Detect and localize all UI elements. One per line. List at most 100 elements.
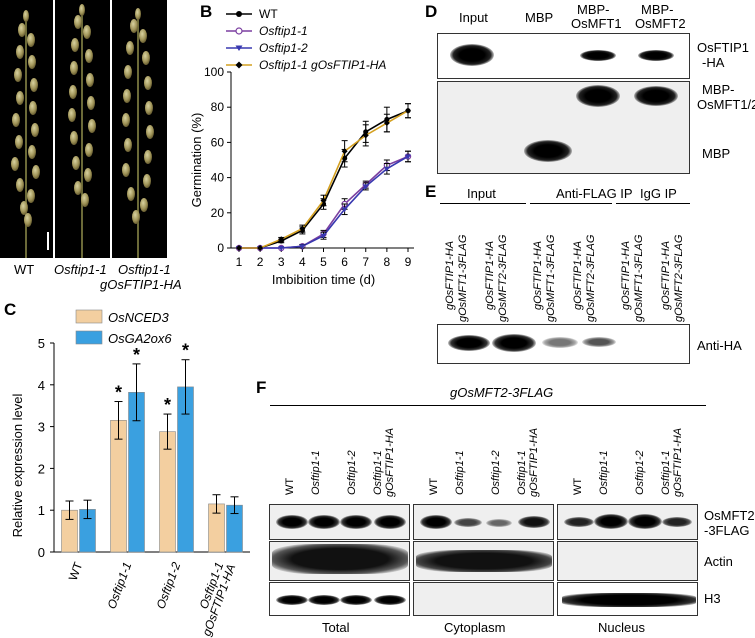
f-lane-cyto-2: Osftip1-1 [454, 450, 466, 495]
data-point [278, 246, 285, 251]
panel-a-label-wt: WT [14, 262, 35, 277]
legend-label: Osftip1-1 gOsFTIP1-HA [259, 58, 386, 72]
f-lane-total-2: Osftip1-1 [310, 450, 322, 495]
x-tick-label: 5 [320, 255, 327, 269]
germination-chart: 0 20 40 60 80 100 1 2 3 4 5 6 7 8 9 Imbibition time (d)… [189, 7, 414, 287]
f-lane-cyto-1: WT [428, 477, 440, 495]
f-lane-nuc-1: WT [572, 477, 584, 495]
d-band [634, 86, 678, 106]
f-row-osmft2-b: -3FLAG [704, 523, 750, 538]
data-point [320, 197, 327, 204]
e-band [542, 337, 578, 348]
f-band [416, 550, 552, 572]
y-tick-label: 60 [211, 135, 225, 149]
y-axis-label: Germination (%) [189, 113, 204, 208]
y-tick-label: 5 [38, 336, 45, 351]
f-band [276, 595, 308, 605]
panel-a-label-gosftip1-ha: gOsFTIP1-HA [100, 277, 182, 292]
data-point [383, 166, 390, 172]
f-blot-cyto-osmft2 [413, 504, 554, 540]
f-band [594, 514, 628, 529]
x-tick-label: 7 [362, 255, 369, 269]
y-tick-label: 4 [38, 378, 45, 393]
f-fraction-cytoplasm: Cytoplasm [444, 620, 506, 635]
f-band [340, 515, 372, 529]
f-lane-total-4a: Osftip1-1 [372, 450, 384, 495]
x-tick-label: 2 [257, 255, 264, 269]
panel-a-label-osftip1-1b: Osftip1-1 [118, 262, 171, 277]
d-col-input: Input [459, 10, 488, 25]
f-blot-cyto-actin [413, 541, 554, 581]
panel-label-c: C [4, 300, 17, 319]
d-band [524, 140, 572, 162]
x-tick-label: Osftip1-1 [105, 560, 135, 611]
panel-label-f: F [256, 378, 267, 397]
e-band [582, 337, 616, 347]
e-row-antiha: Anti-HA [697, 338, 742, 353]
f-title: gOsMFT2-3FLAG [450, 385, 554, 400]
panel-a-label-osftip1-1: Osftip1-1 [54, 262, 107, 277]
y-tick-label: 2 [38, 461, 45, 476]
e-group-antiflag: Anti-FLAG IP [556, 186, 633, 201]
x-tick-label: 9 [405, 255, 412, 269]
e-lane-3a: gOsFTIP1-HA [532, 240, 544, 310]
legend-label: OsNCED3 [108, 310, 169, 325]
data-point [278, 236, 285, 243]
data-point [362, 184, 369, 190]
f-lane-cyto-4b: gOsFTIP1-HA [528, 427, 540, 497]
d-band [450, 44, 494, 66]
legend-marker [235, 45, 243, 51]
f-band [518, 516, 550, 528]
data-point [405, 154, 411, 160]
data-point [341, 148, 348, 155]
f-row-osmft2-a: OsMFT2 [704, 508, 755, 523]
significance-star: * [164, 395, 171, 415]
panel-label-e: E [425, 182, 437, 201]
f-blot-cyto-h3 [413, 582, 554, 616]
panel-a-photos [0, 0, 167, 258]
e-lane-2b: gOsMFT2-3FLAG [497, 234, 509, 322]
panicle-osftip1-1 [68, 4, 96, 258]
f-band [420, 515, 452, 529]
f-band [454, 518, 482, 527]
e-lane-5b: gOsMFT1-3FLAG [633, 234, 645, 322]
d-blot-bottom [437, 81, 690, 174]
e-lane-1b: gOsMFT1-3FLAG [457, 234, 469, 322]
f-band [562, 593, 696, 607]
e-band [492, 334, 536, 352]
x-tick-label: WT [66, 560, 86, 583]
f-lane-total-1: WT [284, 477, 296, 495]
e-group-line [530, 203, 612, 204]
data-point [383, 120, 390, 127]
e-blot [437, 324, 690, 364]
e-lane-3b: gOsMFT1-3FLAG [545, 234, 557, 322]
legend-swatch [75, 330, 103, 345]
f-blot-total-h3 [269, 582, 410, 616]
x-axis-label: Imbibition time (d) [272, 272, 375, 287]
series-line [239, 110, 409, 249]
legend-label: Osftip1-1 [259, 24, 308, 38]
f-lane-total-3: Osftip1-2 [346, 450, 358, 495]
f-fraction-total: Total [322, 620, 350, 635]
e-band [448, 335, 490, 351]
legend-marker [236, 11, 242, 17]
e-lane-4a: gOsFTIP1-HA [572, 240, 584, 310]
f-row-h3: H3 [704, 591, 721, 606]
data-point [299, 225, 306, 232]
e-lane-4b: gOsMFT2-3FLAG [585, 234, 597, 322]
data-point [405, 107, 411, 114]
data-point [362, 132, 369, 139]
panicle-osftip1-1-gosftip1-ha [122, 8, 154, 258]
x-tick-label: 4 [299, 255, 306, 269]
expression-chart: 0 1 2 3 4 5 Relative expression level * * * * WT Osf… [10, 309, 250, 638]
f-band [374, 515, 406, 529]
e-lane-2a: gOsFTIP1-HA [484, 240, 496, 310]
d-col-mbp-osmft2-a: MBP- [641, 2, 674, 17]
legend-marker [235, 61, 243, 69]
f-band [340, 595, 372, 605]
f-lane-nuc-3: Osftip1-2 [634, 450, 646, 495]
y-tick-label: 0 [38, 545, 45, 560]
scale-bar [47, 232, 49, 250]
f-lane-nuc-2: Osftip1-1 [598, 450, 610, 495]
e-group-igg: IgG IP [640, 186, 677, 201]
